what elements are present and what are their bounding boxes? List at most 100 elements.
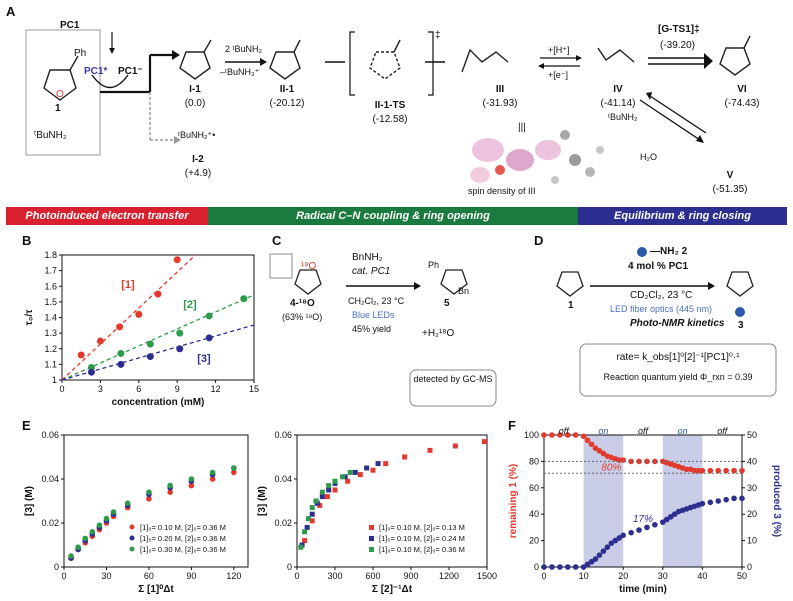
data-point — [612, 537, 619, 544]
y-tick-label: 0.04 — [274, 474, 292, 484]
data-point — [302, 538, 308, 544]
gts1-energy: (-39.20) — [660, 40, 696, 51]
plot-frame — [63, 434, 249, 568]
data-point — [298, 544, 304, 550]
panel-label-a: A — [6, 4, 16, 19]
data-point — [167, 489, 173, 495]
y-right-tick-label: 50 — [747, 430, 757, 440]
y-axis-label: τ₀/τ — [24, 309, 35, 326]
spin-density-image — [470, 130, 604, 184]
e-minus: +[e⁻] — [548, 70, 569, 80]
x-tick-label: 0 — [61, 571, 66, 581]
y-tick-label: 1.6 — [44, 281, 57, 291]
data-point — [671, 511, 678, 517]
data-point — [313, 498, 319, 504]
species-energy: (-20.12) — [269, 98, 305, 109]
species-energy: (-41.14) — [600, 98, 636, 109]
species-energy: (-51.35) — [712, 184, 748, 195]
phase-bar-equilibrium: Equilibrium & ring closing — [578, 207, 787, 225]
data-point — [135, 310, 143, 318]
data-point — [345, 478, 351, 484]
legend-label: [1]₀= 0.10 M, [2]₀= 0.36 M — [140, 523, 226, 532]
i2-radical: ᵗBuNH₂⁺• — [178, 130, 216, 140]
species-name: V — [726, 170, 734, 181]
data-point — [302, 529, 308, 535]
data-point — [564, 432, 571, 438]
y-right-tick-label: 40 — [747, 456, 757, 466]
x-tick-label: 120 — [226, 571, 241, 581]
reagent-bottom: –ᵗBuNH₃⁺ — [220, 67, 260, 77]
data-point — [188, 476, 195, 482]
data-point — [691, 467, 698, 474]
y-tick-label: 0.04 — [41, 474, 59, 484]
data-point — [715, 498, 722, 504]
y-tick-label: 1 — [52, 375, 57, 385]
c-sm-sub: (63% ¹⁸O) — [282, 312, 323, 322]
data-point — [592, 556, 599, 562]
d-product: 3 — [738, 320, 744, 331]
species-name: I-1 — [189, 84, 201, 95]
legend-label: [1]₀= 0.30 M, [2]₀= 0.36 M — [140, 545, 226, 554]
d-solvent: CD₂Cl₂, 23 °C — [630, 290, 693, 301]
c-bn: Bn — [458, 286, 470, 296]
data-point — [332, 478, 338, 484]
data-point — [592, 445, 599, 451]
data-point — [628, 458, 634, 465]
data-point — [240, 295, 248, 303]
panel-label-c: C — [272, 233, 282, 248]
y-tick-label: 1.8 — [44, 250, 57, 260]
data-point — [699, 467, 706, 474]
d-quantum: Reaction quantum yield Φ_rxn = 0.39 — [603, 372, 753, 382]
pc1-star-label: PC1* — [84, 66, 108, 77]
phase-label: off — [717, 426, 729, 436]
species-name: IV — [613, 84, 623, 95]
phase-label: on — [598, 426, 608, 436]
d-loading: 4 mol % PC1 — [628, 261, 689, 272]
data-point — [549, 564, 555, 570]
data-point — [340, 474, 346, 480]
data-point — [75, 544, 81, 550]
data-point — [541, 564, 547, 570]
chart-e1: 0 30 60 90 120 0 0.02 0.04 0.06 Σ [1]⁰Δt [3] (M) [1… — [24, 430, 249, 595]
data-point — [652, 521, 658, 528]
data-point — [146, 353, 154, 361]
pc1-minus-label: PC1⁻ — [118, 66, 143, 77]
data-point — [616, 535, 623, 541]
shaded-region — [662, 435, 703, 567]
phase-bar-pet: Photoinduced electron transfer — [6, 207, 208, 225]
x-tick-label: 0 — [59, 384, 64, 394]
data-point — [604, 544, 611, 550]
c-iso-label: ¹⁸O — [301, 261, 317, 272]
data-point — [357, 472, 363, 478]
data-point — [176, 329, 184, 337]
data-point — [146, 340, 154, 348]
y-tick-label: 0 — [287, 562, 292, 572]
legend-marker — [369, 525, 374, 530]
data-point — [309, 505, 315, 511]
data-point — [326, 487, 332, 493]
y-tick-label: 1.4 — [44, 313, 57, 323]
c-cond1: CH₂Cl₂, 23 °C — [348, 296, 405, 306]
y-right-tick-label: 10 — [747, 536, 757, 546]
y-tick-label: 0.06 — [274, 430, 292, 440]
panel-label-d: D — [534, 233, 544, 248]
x-axis-label: time (min) — [619, 584, 667, 595]
x-tick-label: 90 — [186, 571, 196, 581]
data-point — [683, 466, 690, 473]
y-tick-label: 40 — [529, 509, 539, 519]
data-point — [723, 467, 729, 474]
data-point — [383, 461, 389, 467]
y-tick-label: 60 — [529, 483, 539, 493]
data-point — [87, 368, 95, 376]
y-tick-label: 20 — [529, 536, 539, 546]
data-point — [663, 516, 670, 523]
x-tick-label: 20 — [618, 571, 628, 581]
data-point — [667, 514, 674, 520]
mechanism-scheme: O — [25, 29, 751, 184]
x-tick-label: 15 — [249, 384, 259, 394]
data-point — [644, 524, 650, 531]
data-point — [68, 553, 74, 559]
data-point — [342, 474, 348, 480]
data-point — [481, 439, 487, 445]
